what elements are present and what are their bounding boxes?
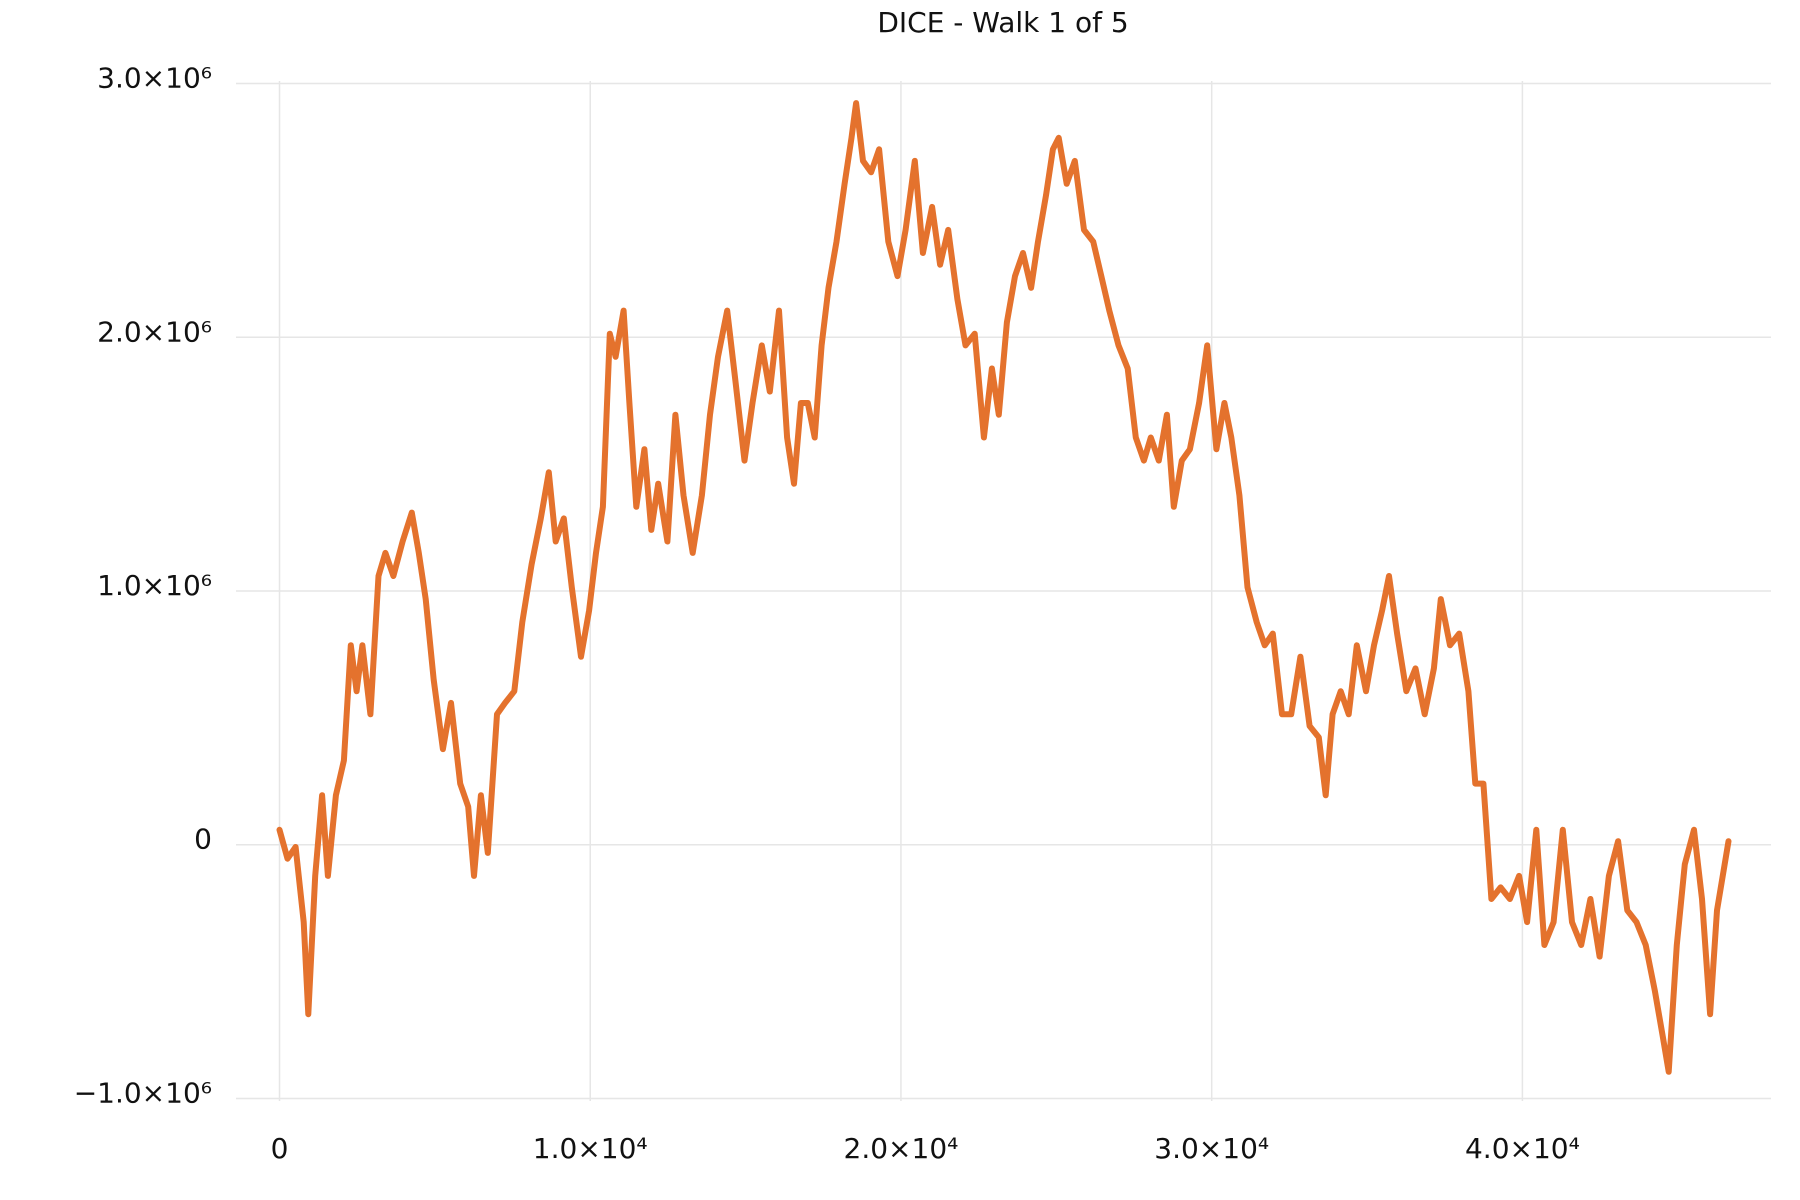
chart-title: DICE - Walk 1 of 5 [877, 6, 1128, 39]
y-tick-label: 3.0×10⁶ [97, 62, 212, 95]
x-tick-label: 1.0×10⁴ [533, 1132, 648, 1165]
x-tick-label: 4.0×10⁴ [1465, 1132, 1580, 1165]
x-tick-label: 0 [271, 1132, 289, 1165]
y-tick-label: 1.0×10⁶ [97, 569, 212, 602]
line-series [276, 100, 1732, 1075]
y-tick-label: 2.0×10⁶ [97, 315, 212, 348]
x-tick-label: 3.0×10⁴ [1154, 1132, 1269, 1165]
y-tick-label: −1.0×10⁶ [74, 1076, 212, 1109]
y-tick-label: 0 [194, 823, 212, 856]
x-tick-label: 2.0×10⁴ [844, 1132, 959, 1165]
